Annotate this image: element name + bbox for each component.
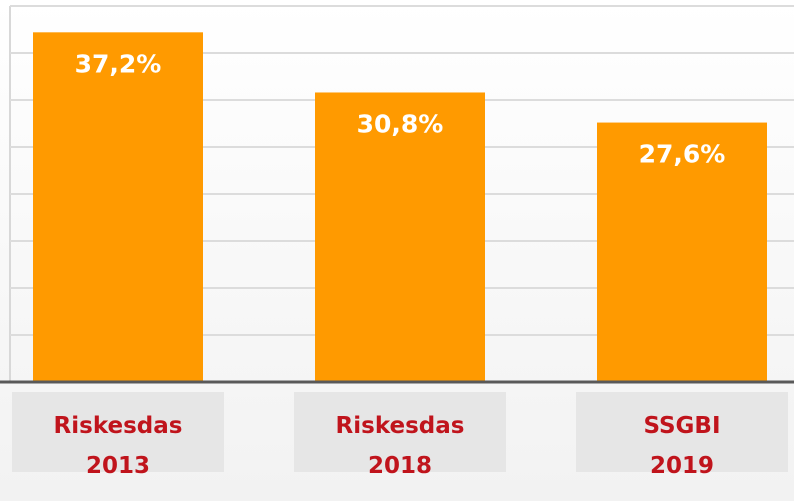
category-box bbox=[294, 392, 506, 472]
data-label: 37,2% bbox=[75, 49, 162, 78]
bar bbox=[597, 122, 767, 382]
x-tick-label: SSGBI 2019 bbox=[643, 413, 720, 479]
bar bbox=[33, 32, 203, 382]
data-label: 27,6% bbox=[639, 140, 726, 169]
x-tick-label: Riskesdas 2013 bbox=[54, 413, 183, 479]
category-box bbox=[576, 392, 788, 472]
x-tick-label: Riskesdas 2018 bbox=[336, 413, 465, 479]
category-box bbox=[12, 392, 224, 472]
data-label: 30,8% bbox=[357, 109, 444, 138]
bar bbox=[315, 92, 485, 382]
